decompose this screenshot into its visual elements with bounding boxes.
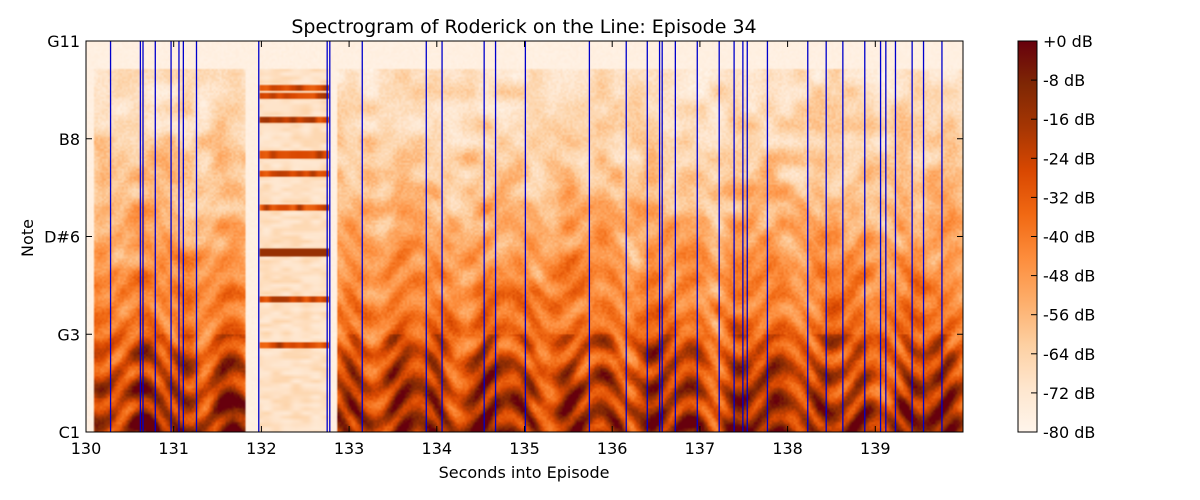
spectrogram-plot xyxy=(85,40,964,433)
colorbar-tick-label: -48 dB xyxy=(1043,267,1095,286)
colorbar-tick-label: -16 dB xyxy=(1043,110,1095,129)
colorbar-tick-label: -72 dB xyxy=(1043,384,1095,403)
y-tick-label: G11 xyxy=(47,32,80,51)
x-tick-label: 131 xyxy=(158,439,189,458)
spectrogram-heatmap xyxy=(86,41,963,432)
colorbar-tick-label: -24 dB xyxy=(1043,149,1095,168)
x-tick-label: 137 xyxy=(685,439,716,458)
colorbar-tick-label: -8 dB xyxy=(1043,71,1085,90)
x-tick-label: 136 xyxy=(597,439,628,458)
colorbar: +0 dB -8 dB -16 dB -24 dB -32 dB -40 dB -48 dB… xyxy=(1017,32,1095,442)
colorbar-ticks: +0 dB -8 dB -16 dB -24 dB -32 dB -40 dB -48 dB… xyxy=(1031,32,1095,442)
colorbar-tick-label: -64 dB xyxy=(1043,345,1095,364)
x-tick-label: 133 xyxy=(334,439,365,458)
y-tick-label: G3 xyxy=(57,325,80,344)
colorbar-tick-label: -56 dB xyxy=(1043,306,1095,325)
onset-lines xyxy=(109,41,943,432)
colorbar-tick-label: -32 dB xyxy=(1043,188,1095,207)
x-tick-label: 135 xyxy=(509,439,540,458)
y-tick-label: B8 xyxy=(59,130,80,149)
x-axis-label: Seconds into Episode xyxy=(439,463,610,482)
x-tick-label: 130 xyxy=(71,439,102,458)
chart-title: Spectrogram of Roderick on the Line: Epi… xyxy=(291,16,756,38)
x-tick-label: 132 xyxy=(246,439,277,458)
y-tick-label: C1 xyxy=(59,423,80,442)
y-tick-label: D#6 xyxy=(44,228,80,247)
colorbar-tick-label: -80 dB xyxy=(1043,423,1095,442)
x-tick-label: 134 xyxy=(422,439,453,458)
colorbar-tick-label: +0 dB xyxy=(1043,32,1093,51)
x-tick-label: 139 xyxy=(860,439,891,458)
y-axis: C1 G3 D#6 B8 G11 xyxy=(44,32,963,442)
x-axis: 130 131 132 133 134 135 136 137 138 139 xyxy=(71,41,891,458)
x-tick-label: 138 xyxy=(772,439,803,458)
colorbar-tick-label: -40 dB xyxy=(1043,228,1095,247)
y-axis-label: Note xyxy=(18,219,37,257)
